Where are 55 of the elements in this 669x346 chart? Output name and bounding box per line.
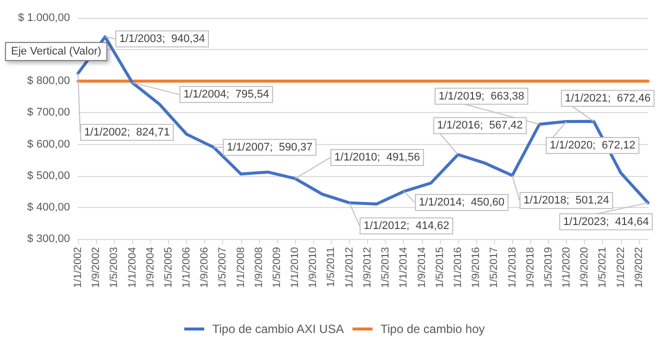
x-tick-label: 1/9/2008 bbox=[252, 246, 265, 288]
x-tick-label: 1/5/2007 bbox=[216, 246, 229, 288]
x-tick-label: 1/5/2021 bbox=[596, 246, 609, 288]
x-tick-label: 1/9/2004 bbox=[144, 246, 156, 288]
y-tick-label: $ 1.000,00 bbox=[18, 12, 70, 24]
data-label: 1/1/2020; 672,12 bbox=[550, 140, 636, 152]
x-tick-label: 1/5/2019 bbox=[542, 246, 554, 288]
x-tick-label: 1/5/2003 bbox=[108, 246, 120, 288]
x-tick-label: 1/9/2020 bbox=[578, 246, 591, 288]
x-tick-label: 1/9/2014 bbox=[416, 246, 428, 288]
y-tick-label: $ 300,00 bbox=[27, 233, 70, 245]
data-label: 1/1/2004; 795,54 bbox=[183, 88, 270, 101]
annotation: Eje Vertical (Valor) bbox=[11, 46, 102, 58]
x-tick-label: 1/9/2006 bbox=[198, 246, 211, 288]
x-tick-label: 1/1/2020 bbox=[560, 246, 573, 288]
x-tick-label: 1/9/2012 bbox=[362, 246, 374, 288]
y-tick-label: $ 800,00 bbox=[27, 75, 70, 88]
data-label: 1/1/2023; 414,64 bbox=[563, 216, 649, 228]
x-tick-label: 1/1/2022 bbox=[614, 246, 627, 288]
x-tick-label: 1/1/2016 bbox=[452, 246, 464, 288]
data-label: 1/1/2007; 590,37 bbox=[226, 141, 313, 154]
data-label: 1/1/2003; 940,34 bbox=[119, 32, 205, 45]
y-tick-label: $ 400,00 bbox=[27, 201, 70, 214]
x-tick-label: 1/9/2010 bbox=[307, 246, 320, 288]
x-tick-label: 1/1/2018 bbox=[506, 246, 518, 288]
data-label: 1/1/2002; 824,71 bbox=[84, 126, 170, 138]
x-tick-label: 1/9/2016 bbox=[470, 246, 482, 288]
x-tick-label: 1/5/2013 bbox=[380, 246, 392, 288]
x-tick-label: 1/9/2022 bbox=[632, 246, 645, 288]
x-tick-label: 1/5/2011 bbox=[325, 246, 338, 288]
x-tick-label: 1/5/2017 bbox=[488, 246, 500, 288]
data-label: 1/1/2010; 491,56 bbox=[334, 152, 420, 164]
data-label: 1/1/2014; 450,60 bbox=[418, 196, 505, 208]
x-tick-label: 1/9/2018 bbox=[524, 246, 536, 288]
data-label: 1/1/2016; 567,42 bbox=[437, 120, 523, 132]
y-tick-label: $ 600,00 bbox=[27, 138, 70, 150]
x-tick-label: 1/1/2012 bbox=[343, 246, 356, 288]
x-tick-label: 1/9/2002 bbox=[90, 246, 102, 288]
y-tick-label: $ 700,00 bbox=[27, 106, 70, 119]
data-label: 1/1/2019; 663,38 bbox=[438, 90, 524, 102]
legend-label: Tipo de cambio AXI USA bbox=[212, 322, 344, 336]
x-tick-label: 1/5/2015 bbox=[434, 246, 446, 288]
x-tick-label: 1/1/2010 bbox=[289, 246, 302, 288]
x-tick-label: 1/1/2006 bbox=[180, 246, 193, 288]
data-label: 1/1/2021; 672,46 bbox=[564, 92, 651, 104]
x-tick-label: 1/1/2014 bbox=[398, 246, 410, 288]
x-tick-label: 1/1/2008 bbox=[234, 246, 247, 288]
x-tick-label: 1/1/2004 bbox=[126, 246, 138, 288]
data-label: 1/1/2018; 501,24 bbox=[523, 194, 610, 206]
legend-label: Tipo de cambio hoy bbox=[380, 322, 485, 336]
x-tick-label: 1/5/2009 bbox=[270, 246, 283, 288]
x-tick-label: 1/5/2005 bbox=[162, 246, 174, 288]
data-label: 1/1/2012; 414,62 bbox=[364, 220, 450, 232]
y-tick-label: $ 500,00 bbox=[27, 170, 70, 182]
x-tick-label: 1/1/2002 bbox=[72, 246, 84, 288]
